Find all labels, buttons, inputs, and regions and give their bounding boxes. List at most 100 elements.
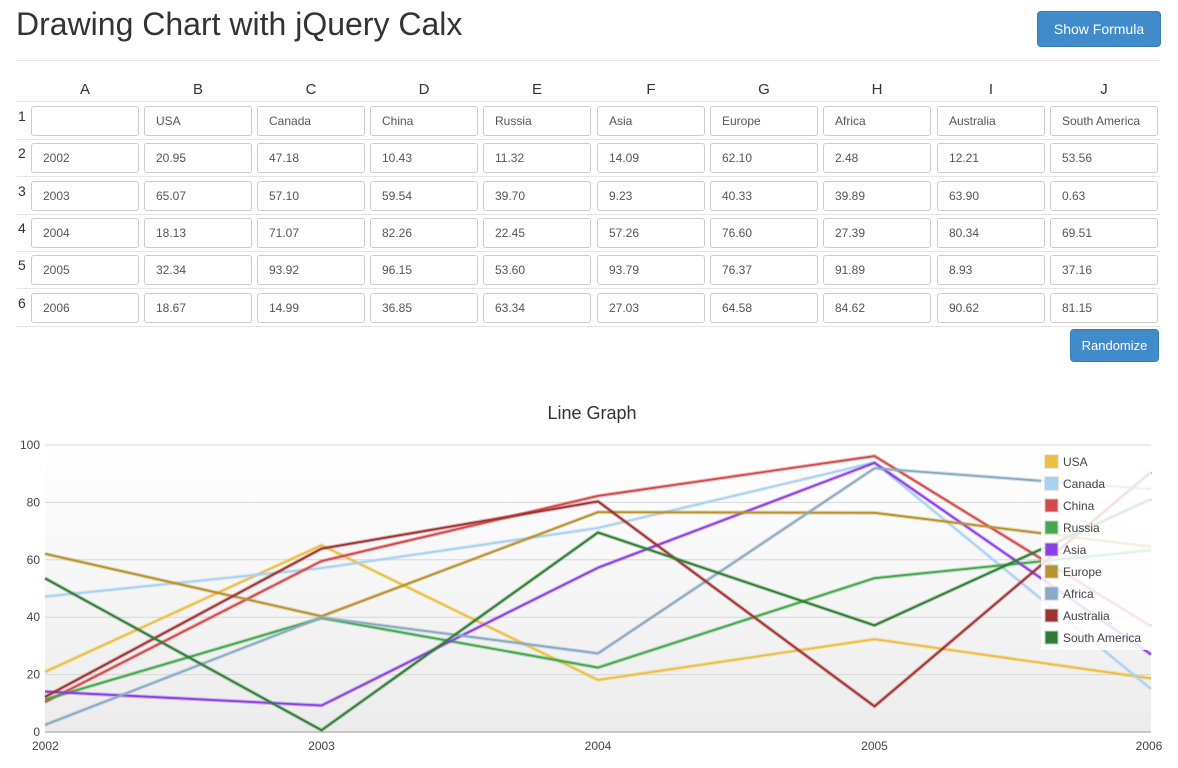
cell-input[interactable]: 11.32 bbox=[483, 143, 591, 174]
divider bbox=[16, 176, 1160, 178]
divider bbox=[16, 60, 1160, 61]
column-header-C: C bbox=[305, 81, 317, 98]
cell-input[interactable]: 91.89 bbox=[823, 255, 931, 286]
cell-input[interactable]: 47.18 bbox=[257, 143, 365, 174]
legend-label: USA bbox=[1063, 455, 1088, 469]
cell-input[interactable]: 90.62 bbox=[937, 292, 1045, 323]
divider bbox=[16, 139, 1160, 140]
divider bbox=[16, 213, 1160, 215]
legend-label: Asia bbox=[1063, 543, 1087, 557]
cell-input[interactable]: 12.21 bbox=[937, 143, 1045, 174]
cell-input[interactable]: 40.33 bbox=[710, 180, 818, 211]
y-tick-label: 40 bbox=[27, 610, 41, 624]
series-line-africa bbox=[44, 467, 1152, 726]
cell-input[interactable]: 57.10 bbox=[257, 180, 365, 211]
cell-input[interactable]: 53.56 bbox=[1050, 143, 1158, 174]
cell-input[interactable]: USA bbox=[144, 106, 252, 136]
cell-input[interactable]: 2002 bbox=[31, 143, 139, 174]
cell-input[interactable]: 37.16 bbox=[1050, 255, 1158, 286]
cell-input[interactable]: 22.45 bbox=[483, 217, 591, 248]
cell-input[interactable]: 57.26 bbox=[597, 217, 705, 248]
cell-input[interactable] bbox=[31, 106, 139, 136]
cell-input[interactable]: 76.37 bbox=[710, 255, 818, 286]
series-line-europe bbox=[44, 511, 1152, 618]
cell-input[interactable]: 14.09 bbox=[597, 143, 705, 174]
cell-input[interactable]: 18.67 bbox=[144, 292, 252, 323]
cell-input[interactable]: 96.15 bbox=[370, 255, 478, 286]
cell-input[interactable]: 62.10 bbox=[710, 143, 818, 174]
cell-input[interactable]: 2004 bbox=[31, 217, 139, 248]
cell-input[interactable]: 80.34 bbox=[937, 217, 1045, 248]
x-tick-label: 2002 bbox=[32, 739, 59, 753]
chart-title: Line Graph bbox=[547, 403, 636, 423]
cell-input[interactable]: 93.79 bbox=[597, 255, 705, 286]
row-number: 3 bbox=[18, 182, 26, 199]
cell-input[interactable]: China bbox=[370, 106, 478, 136]
page-title: Drawing Chart with jQuery Calx bbox=[16, 6, 463, 42]
y-tick-label: 20 bbox=[27, 668, 41, 682]
cell-input[interactable]: 82.26 bbox=[370, 217, 478, 248]
cell-input[interactable]: 20.95 bbox=[144, 143, 252, 174]
row-number: 6 bbox=[18, 294, 26, 311]
cell-input[interactable]: 93.92 bbox=[257, 255, 365, 286]
series-line-china bbox=[44, 455, 1152, 703]
row-number: 4 bbox=[18, 219, 26, 236]
cell-input[interactable]: Asia bbox=[597, 106, 705, 136]
randomize-button[interactable]: Randomize bbox=[1070, 329, 1159, 362]
legend-label: South America bbox=[1063, 631, 1141, 645]
series-line-south-america bbox=[44, 498, 1152, 732]
y-tick-label: 100 bbox=[20, 438, 40, 452]
cell-input[interactable]: South America bbox=[1050, 106, 1158, 136]
cell-input[interactable]: 64.58 bbox=[710, 292, 818, 323]
cell-input[interactable]: 8.93 bbox=[937, 255, 1045, 286]
row-number: 5 bbox=[18, 257, 26, 274]
cell-input[interactable]: 63.34 bbox=[483, 292, 591, 323]
legend-swatch bbox=[1044, 498, 1059, 513]
plot-background bbox=[45, 445, 1151, 732]
cell-input[interactable]: 69.51 bbox=[1050, 217, 1158, 248]
column-header-E: E bbox=[531, 81, 542, 98]
row-number: 2 bbox=[18, 145, 26, 162]
column-header-G: G bbox=[758, 81, 770, 98]
cell-input[interactable]: 2003 bbox=[31, 180, 139, 211]
cell-input[interactable]: 18.13 bbox=[144, 217, 252, 248]
cell-input[interactable]: 27.03 bbox=[597, 292, 705, 323]
column-header-J: J bbox=[1100, 81, 1108, 98]
cell-input[interactable]: 81.15 bbox=[1050, 292, 1158, 323]
cell-input[interactable]: 14.99 bbox=[257, 292, 365, 323]
cell-input[interactable]: Russia bbox=[483, 106, 591, 136]
column-header-D: D bbox=[418, 81, 430, 98]
cell-input[interactable]: Europe bbox=[710, 106, 818, 136]
column-header-B: B bbox=[192, 81, 203, 98]
cell-input[interactable]: 0.63 bbox=[1050, 180, 1158, 211]
cell-input[interactable]: 2006 bbox=[31, 292, 139, 323]
cell-input[interactable]: 71.07 bbox=[257, 217, 365, 248]
series-line-australia bbox=[44, 471, 1152, 708]
cell-input[interactable]: 36.85 bbox=[370, 292, 478, 323]
cell-input[interactable]: Australia bbox=[937, 106, 1045, 136]
cell-input[interactable]: 27.39 bbox=[823, 217, 931, 248]
cell-input[interactable]: 32.34 bbox=[144, 255, 252, 286]
cell-input[interactable]: 10.43 bbox=[370, 143, 478, 174]
cell-input[interactable]: 63.90 bbox=[937, 180, 1045, 211]
cell-input[interactable]: 9.23 bbox=[597, 180, 705, 211]
cell-input[interactable]: Africa bbox=[823, 106, 931, 136]
cell-input[interactable]: Canada bbox=[257, 106, 365, 136]
cell-input[interactable]: 53.60 bbox=[483, 255, 591, 286]
legend-label: Africa bbox=[1063, 587, 1094, 601]
cell-input[interactable]: 76.60 bbox=[710, 217, 818, 248]
x-tick-label: 2003 bbox=[308, 739, 335, 753]
cell-input[interactable]: 39.70 bbox=[483, 180, 591, 211]
legend-background bbox=[1041, 450, 1151, 650]
legend-swatch bbox=[1044, 454, 1059, 469]
cell-input[interactable]: 65.07 bbox=[144, 180, 252, 211]
cell-input[interactable]: 59.54 bbox=[370, 180, 478, 211]
series-line-usa bbox=[44, 544, 1152, 681]
cell-input[interactable]: 84.62 bbox=[823, 292, 931, 323]
show-formula-button[interactable]: Show Formula bbox=[1037, 11, 1161, 47]
cell-input[interactable]: 2.48 bbox=[823, 143, 931, 174]
legend-label: China bbox=[1063, 499, 1095, 513]
cell-input[interactable]: 39.89 bbox=[823, 180, 931, 211]
divider bbox=[16, 325, 1160, 327]
cell-input[interactable]: 2005 bbox=[31, 255, 139, 286]
